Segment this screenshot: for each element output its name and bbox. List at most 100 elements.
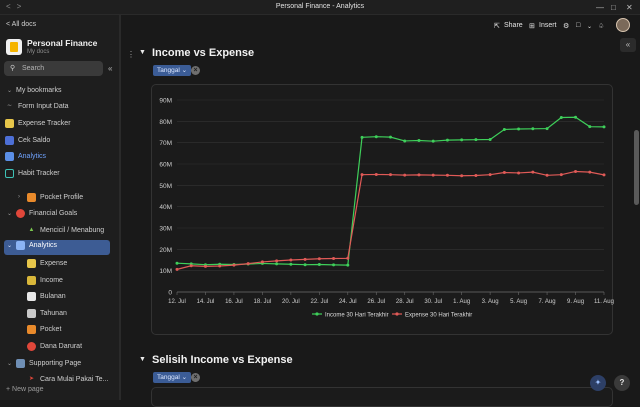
bell-icon[interactable]: ♤ (598, 23, 605, 30)
date-filter-chip[interactable]: Tanggal ⌄ (153, 372, 192, 383)
data-point (203, 264, 207, 268)
collapse-triangle-icon[interactable]: ▼ (139, 356, 146, 363)
workspace-name[interactable]: Personal Finance (27, 38, 98, 48)
data-point (588, 170, 592, 174)
window-title: Personal Finance - Analytics (275, 3, 365, 10)
sidebar-item-analytics-bookmark[interactable]: Analytics (0, 151, 121, 165)
data-point (602, 173, 606, 177)
ai-assistant-button[interactable]: ✦ (590, 375, 606, 391)
x-tick-label: 26. Jul (367, 299, 385, 305)
data-point (545, 127, 549, 131)
filter-label: Tanggal (157, 374, 180, 381)
block-menu-icon[interactable]: ⋮ (127, 50, 135, 59)
maximize-icon[interactable]: □ (611, 3, 616, 12)
y-tick-label: 60M (159, 162, 172, 169)
search-input[interactable]: ⚲ Search (4, 61, 103, 76)
data-point (417, 139, 421, 143)
y-tick-label: 50M (159, 183, 172, 190)
collapse-triangle-icon[interactable]: ▼ (139, 49, 146, 56)
insert-button[interactable]: Insert (539, 22, 557, 29)
data-point (474, 138, 478, 142)
data-point (189, 264, 193, 268)
data-point (360, 135, 364, 139)
all-docs-link[interactable]: < All docs (6, 21, 37, 28)
help-button[interactable]: ? (614, 375, 630, 391)
document-icon (5, 152, 14, 161)
data-point (317, 257, 321, 261)
y-tick-label: 0 (168, 290, 172, 297)
collapse-sidebar-icon[interactable]: « (108, 64, 113, 73)
sidebar-item-supporting-page[interactable]: ⌄ Supporting Page (0, 358, 121, 372)
data-point (374, 135, 378, 139)
series-line (176, 116, 605, 266)
clear-filter-icon[interactable]: × (191, 373, 200, 382)
chevron-right-icon[interactable]: › (18, 194, 20, 200)
open-panel-icon[interactable]: « (620, 38, 636, 52)
sidebar-item-tahunan[interactable]: Tahunan (0, 308, 121, 322)
series-line (176, 170, 605, 270)
sidebar-item-label: Expense (40, 260, 68, 267)
back-icon[interactable]: < (6, 2, 17, 11)
document-icon (16, 241, 25, 250)
coin-icon (27, 276, 36, 285)
legend-marker (395, 312, 399, 316)
y-tick-label: 30M (159, 226, 172, 233)
main-scrollbar[interactable] (634, 130, 639, 205)
chevron-down-icon[interactable]: ⌄ (7, 243, 13, 249)
sidebar-item-label: Income (40, 277, 63, 284)
habit-icon (5, 169, 14, 178)
date-filter-chip[interactable]: Tanggal ⌄ (153, 65, 192, 76)
close-icon[interactable]: ✕ (626, 3, 633, 12)
sidebar-item-income[interactable]: Income (0, 275, 121, 289)
sidebar-item-bulanan[interactable]: Bulanan (0, 291, 121, 305)
wallet-icon (27, 193, 36, 202)
y-tick-label: 40M (159, 204, 172, 211)
new-page-button[interactable]: + New page (6, 386, 44, 393)
sidebar-item-dana-darurat[interactable]: Dana Darurat (0, 341, 121, 355)
data-point (317, 262, 321, 266)
chevron-down-icon[interactable]: ⌄ (7, 88, 13, 94)
sidebar-item-expense-tracker[interactable]: Expense Tracker (0, 118, 121, 132)
sidebar-item-label: Bulanan (40, 293, 66, 300)
data-point (275, 262, 279, 266)
chevron-down-icon[interactable]: ⌄ (7, 361, 13, 367)
sidebar-item-cek-saldo[interactable]: Cek Saldo (0, 135, 121, 149)
search-placeholder: Search (22, 64, 45, 72)
sidebar-item-habit-tracker[interactable]: Habit Tracker (0, 168, 121, 182)
rocket-icon: ➤ (28, 376, 35, 382)
forward-icon[interactable]: > (16, 2, 28, 11)
sidebar-item-label: Cek Saldo (18, 137, 51, 144)
data-point (574, 115, 578, 119)
chart-card: 0 10M 20M 30M 40M 50M 60M 70M 80M 90M 12. Jul 14. J… (151, 84, 614, 335)
avatar[interactable] (616, 18, 630, 32)
chevron-down-icon[interactable]: ⌄ (587, 24, 593, 30)
sidebar-item-mencicil-menabung[interactable]: ▲ Mencicil / Menabung (0, 225, 121, 239)
data-point (403, 139, 407, 143)
x-tick-label: 24. Jul (339, 299, 357, 305)
chevron-down-icon[interactable]: ⌄ (7, 211, 13, 217)
sidebar-item-pocket-profile[interactable]: › Pocket Profile (0, 192, 121, 206)
gear-icon[interactable]: ⚙ (563, 23, 570, 30)
comment-icon[interactable]: □ (576, 22, 581, 29)
history-nav[interactable]: <> (6, 2, 27, 11)
minimize-icon[interactable]: — (596, 3, 604, 12)
x-tick-label: 5. Aug (510, 299, 527, 305)
data-point (460, 174, 464, 178)
data-point (275, 259, 279, 263)
doc-topbar: ⇱ Share ⊞ Insert ⚙ □ ⌄ ♤ (121, 15, 640, 40)
data-point (431, 173, 435, 177)
y-tick-label: 10M (159, 268, 172, 275)
clear-filter-icon[interactable]: × (191, 66, 200, 75)
sidebar-item-financial-goals[interactable]: ⌄ Financial Goals (0, 208, 121, 222)
money-icon (27, 259, 36, 268)
sidebar-item-my-bookmarks[interactable]: ⌄ My bookmarks (0, 85, 121, 99)
sidebar-item-cara-mulai[interactable]: ➤ Cara Mulai Pakai Te... (0, 374, 121, 388)
data-point (346, 256, 350, 260)
sidebar-scrollbar[interactable] (119, 15, 121, 400)
data-point (332, 257, 336, 261)
sidebar-item-pocket[interactable]: Pocket (0, 324, 121, 338)
sidebar-item-analytics[interactable]: ⌄ Analytics (4, 240, 110, 255)
sidebar-item-form-input-data[interactable]: ∼ Form Input Data (0, 101, 121, 115)
share-button[interactable]: Share (504, 22, 523, 29)
sidebar-item-expense[interactable]: Expense (0, 258, 121, 272)
